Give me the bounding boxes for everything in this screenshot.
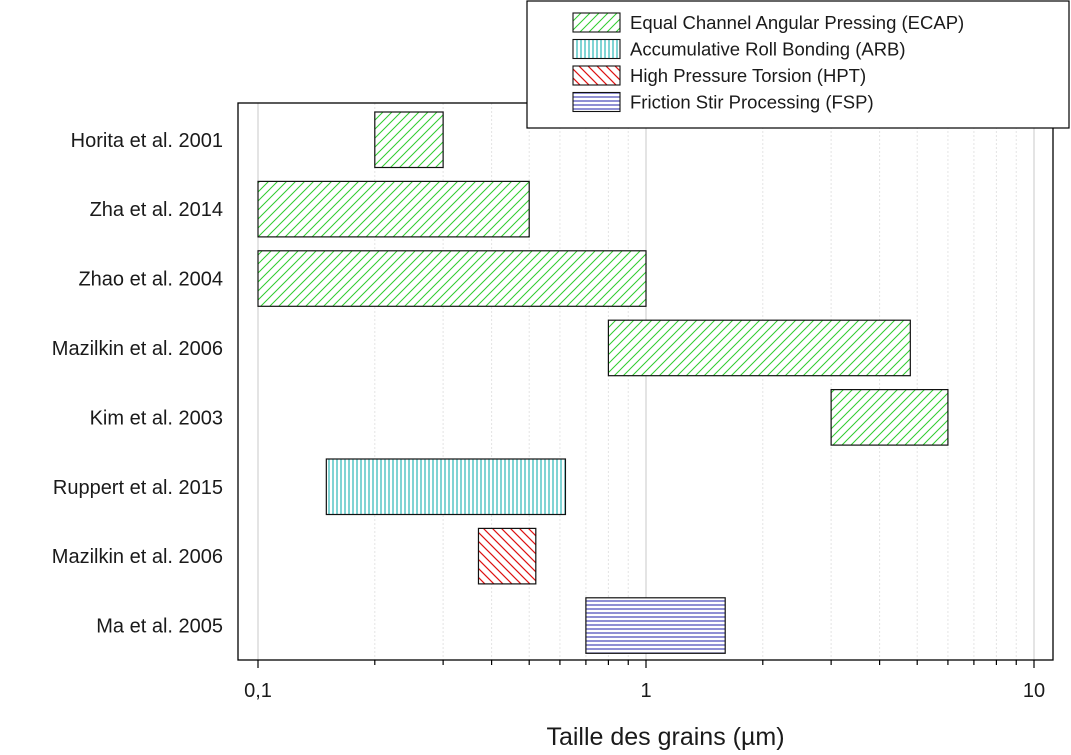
legend-swatch bbox=[572, 12, 621, 33]
legend-label: High Pressure Torsion (HPT) bbox=[630, 65, 866, 86]
y-category-label: Mazilkin et al. 2006 bbox=[52, 546, 223, 568]
x-tick-label: 10 bbox=[1023, 680, 1045, 702]
bar-1-1 bbox=[374, 111, 444, 169]
x-tick-label: 0,1 bbox=[244, 680, 272, 702]
grid-lines bbox=[257, 103, 1035, 660]
bars bbox=[257, 111, 949, 654]
legend: Equal Channel Angular Pressing (ECAP) Acc… bbox=[526, 0, 1070, 129]
bar-1-5 bbox=[830, 389, 949, 446]
y-category-label: Ruppert et al. 2015 bbox=[53, 477, 223, 499]
legend-swatch bbox=[572, 65, 621, 86]
x-axis: 0,1 1 10 bbox=[244, 660, 1045, 702]
y-category-label: Kim et al. 2003 bbox=[90, 407, 223, 429]
bar-4-1 bbox=[585, 597, 726, 654]
bar-1-4 bbox=[607, 319, 911, 377]
y-category-label: Zhao et al. 2004 bbox=[78, 269, 223, 291]
y-axis: Horita et al. 2001 Zha et al. 2014 Zhao et… bbox=[52, 130, 223, 638]
legend-label: Friction Stir Processing (FSP) bbox=[630, 92, 874, 113]
bar-3-1 bbox=[477, 527, 537, 585]
legend-label: Equal Channel Angular Pressing (ECAP) bbox=[630, 12, 964, 33]
legend-label: Accumulative Roll Bonding (ARB) bbox=[630, 39, 906, 60]
y-category-label: Mazilkin et al. 2006 bbox=[52, 338, 223, 360]
x-axis-label: Taille des grains (µm) bbox=[546, 723, 784, 751]
legend-swatch bbox=[572, 38, 621, 60]
y-category-label: Ma et al. 2005 bbox=[96, 616, 223, 638]
bar-1-3 bbox=[257, 250, 647, 307]
y-category-label: Zha et al. 2014 bbox=[90, 199, 223, 221]
legend-swatch bbox=[572, 91, 621, 113]
y-category-label: Horita et al. 2001 bbox=[71, 130, 223, 152]
bar-2-1 bbox=[325, 458, 567, 516]
bar-1-2 bbox=[257, 180, 530, 238]
x-tick-label: 1 bbox=[640, 680, 651, 702]
